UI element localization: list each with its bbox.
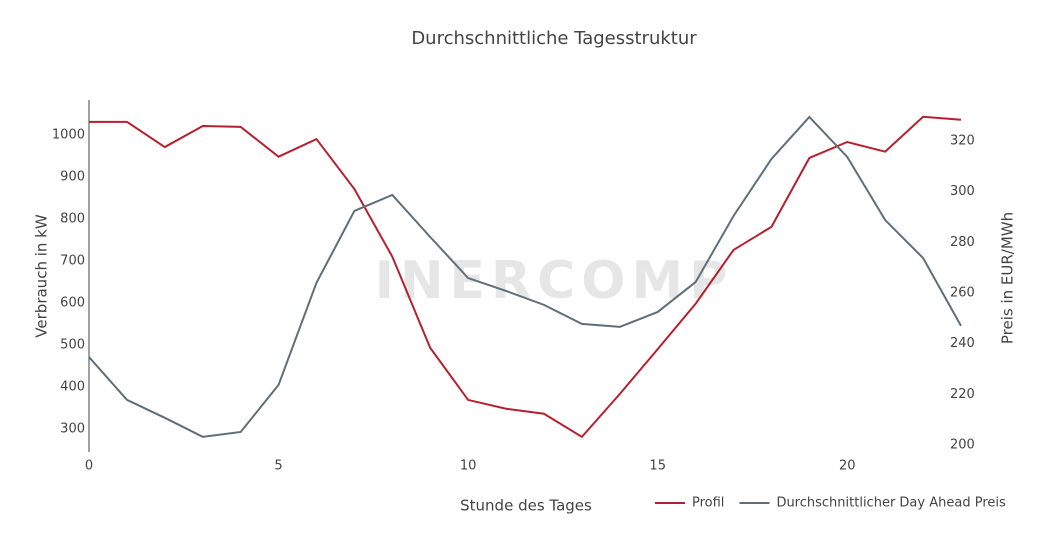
x-tick-label: 20 — [839, 459, 856, 474]
y2-tick-label: 320 — [950, 134, 975, 149]
y2-tick-label: 200 — [950, 437, 975, 452]
y2-axis-label: Preis in EUR/MWh — [999, 212, 1017, 344]
x-tick-label: 10 — [460, 459, 477, 474]
x-axis-label: Stunde des Tages — [460, 497, 592, 515]
legend-label: Durchschnittlicher Day Ahead Preis — [776, 496, 1006, 511]
y-axis-label: Verbrauch in kW — [33, 214, 51, 338]
y-tick-label: 700 — [60, 253, 85, 268]
y-tick-label: 300 — [60, 421, 85, 436]
watermark: INERCOMP — [375, 251, 734, 311]
y-tick-label: 900 — [60, 169, 85, 184]
y2-tick-label: 260 — [950, 285, 975, 300]
x-tick-label: 5 — [274, 459, 282, 474]
y-tick-label: 600 — [60, 295, 85, 310]
y2-tick-label: 220 — [950, 387, 975, 402]
y-tick-label: 800 — [60, 211, 85, 226]
y2-tick-label: 300 — [950, 184, 975, 199]
x-tick-label: 0 — [85, 459, 93, 474]
y-tick-label: 1000 — [52, 127, 85, 142]
y-tick-label: 400 — [60, 379, 85, 394]
x-tick-label: 15 — [649, 459, 666, 474]
legend-label: Profil — [692, 496, 724, 511]
y-tick-label: 500 — [60, 337, 85, 352]
y2-tick-label: 240 — [950, 336, 975, 351]
y2-tick-label: 280 — [950, 235, 975, 250]
chart-title: Durchschnittliche Tagesstruktur — [411, 28, 697, 49]
line-series — [88, 115, 962, 438]
line-series — [89, 115, 962, 439]
